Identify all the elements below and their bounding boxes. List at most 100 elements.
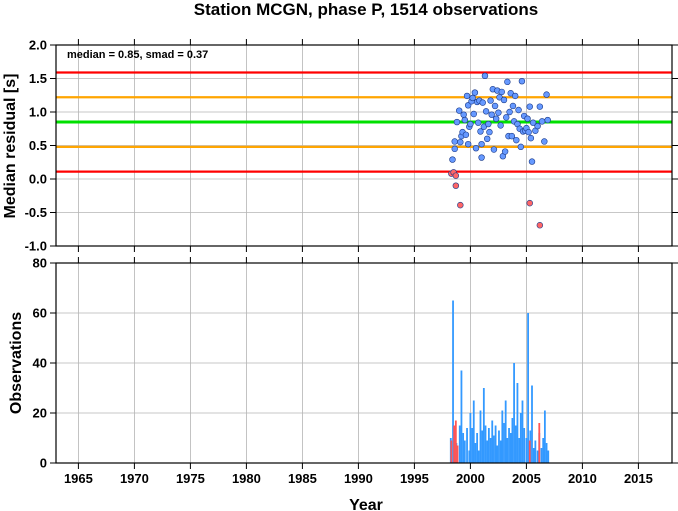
observation-bar bbox=[487, 428, 490, 463]
outlier-point bbox=[536, 222, 544, 229]
observations-bars bbox=[449, 300, 550, 463]
residual-point bbox=[471, 89, 479, 96]
x-tick-label: 1990 bbox=[344, 471, 373, 486]
outlier-point bbox=[457, 201, 464, 209]
residual-point bbox=[544, 116, 551, 124]
residual-point bbox=[491, 102, 499, 110]
residual-point bbox=[457, 138, 464, 146]
residual-point bbox=[470, 110, 477, 118]
residual-point bbox=[484, 135, 491, 143]
observations-panel: 1965 1970 1975 1980 1985 1990 1995 2000 2005 2010… bbox=[8, 39, 678, 511]
residual-point bbox=[492, 115, 500, 122]
residual-point bbox=[477, 128, 484, 135]
residual-point bbox=[475, 119, 482, 126]
residual-y-ticks: 2.0 1.5 1.0 0.5 0.0 -0.5 -1.0 bbox=[25, 38, 678, 254]
residual-y-axis-title: Median residual [s] bbox=[2, 74, 19, 219]
observation-bar bbox=[468, 450, 471, 463]
residual-point bbox=[478, 140, 485, 148]
observation-bar bbox=[484, 425, 487, 463]
observation-bar bbox=[542, 438, 545, 463]
observation-bar bbox=[540, 448, 543, 463]
observation-bar bbox=[532, 448, 535, 463]
residual-point bbox=[528, 158, 536, 165]
residual-point bbox=[464, 140, 472, 148]
residual-point bbox=[525, 128, 532, 136]
residual-y-tick-label: 2.0 bbox=[29, 38, 47, 53]
residual-point bbox=[467, 120, 474, 128]
residual-point bbox=[518, 77, 526, 85]
observation-bar bbox=[504, 400, 507, 463]
residual-point bbox=[490, 146, 498, 153]
x-axis-title: Year bbox=[349, 497, 383, 511]
residual-point bbox=[451, 138, 458, 145]
observation-bar bbox=[525, 438, 528, 463]
residual-point bbox=[479, 99, 486, 106]
observation-bar bbox=[506, 438, 509, 463]
observations-grid bbox=[56, 262, 672, 464]
observation-bar bbox=[491, 420, 494, 463]
observation-bar bbox=[469, 413, 472, 463]
observation-bar bbox=[545, 443, 548, 463]
observation-bar bbox=[452, 300, 454, 463]
observation-bar bbox=[463, 440, 466, 463]
x-tick-label: 2000 bbox=[456, 471, 485, 486]
residual-point bbox=[449, 156, 456, 163]
observation-bar bbox=[474, 443, 477, 463]
observation-bar bbox=[514, 425, 517, 463]
observation-bar bbox=[509, 433, 512, 463]
residual-reference-lines bbox=[56, 71, 672, 173]
outlier-point bbox=[452, 172, 460, 179]
observation-bar bbox=[499, 440, 502, 463]
x-tick-label: 2005 bbox=[512, 471, 541, 486]
residual-point bbox=[497, 122, 504, 129]
observation-bar bbox=[528, 440, 531, 463]
residual-point bbox=[486, 128, 493, 136]
observation-bar bbox=[471, 428, 473, 463]
observation-bar bbox=[481, 430, 484, 463]
residual-point bbox=[503, 114, 510, 121]
residual-point bbox=[509, 102, 517, 110]
observation-bar bbox=[531, 385, 533, 463]
observation-bar bbox=[513, 363, 515, 463]
residual-y-tick-label: 1.5 bbox=[29, 71, 47, 86]
observation-bar bbox=[503, 423, 505, 463]
observation-bar bbox=[527, 313, 529, 463]
observation-bar bbox=[523, 428, 526, 463]
observation-bar bbox=[494, 425, 497, 463]
observation-bar bbox=[453, 425, 456, 463]
observation-bar bbox=[493, 435, 495, 463]
residual-grid bbox=[56, 44, 672, 247]
x-tick-label: 1970 bbox=[120, 471, 149, 486]
residual-point bbox=[508, 132, 516, 140]
residual-point bbox=[485, 120, 492, 128]
residual-y-tick-label: 0.0 bbox=[29, 172, 47, 187]
residual-point bbox=[464, 102, 472, 109]
observation-bar bbox=[454, 420, 457, 463]
residual-point bbox=[513, 136, 520, 144]
x-tick-label: 1965 bbox=[64, 471, 93, 486]
stats-annotation: median = 0.85, smad = 0.37 bbox=[67, 49, 208, 61]
observation-bar bbox=[516, 383, 519, 463]
residual-point bbox=[481, 72, 489, 80]
residual-point bbox=[462, 131, 470, 138]
residual-point bbox=[506, 108, 513, 116]
residual-point bbox=[456, 107, 463, 114]
residual-point bbox=[543, 91, 550, 98]
x-tick-label: 1995 bbox=[400, 471, 429, 486]
residual-y-tick-label: 0.5 bbox=[29, 138, 47, 153]
residual-point bbox=[472, 144, 480, 152]
residual-point bbox=[515, 106, 522, 114]
observation-bar bbox=[518, 438, 521, 463]
residual-point bbox=[504, 78, 511, 86]
x-tick-label: 1975 bbox=[176, 471, 205, 486]
residual-points bbox=[448, 72, 551, 229]
residual-point bbox=[527, 134, 535, 142]
observations-y-axis-title: Observations bbox=[8, 312, 25, 414]
observation-bar bbox=[450, 440, 453, 463]
x-tick-label: 2010 bbox=[568, 471, 597, 486]
residual-point bbox=[529, 119, 537, 126]
observation-bar bbox=[482, 388, 485, 463]
x-tick-label: 1980 bbox=[232, 471, 261, 486]
residual-point bbox=[469, 94, 476, 102]
observations-y-tick-label: 0 bbox=[40, 456, 47, 471]
